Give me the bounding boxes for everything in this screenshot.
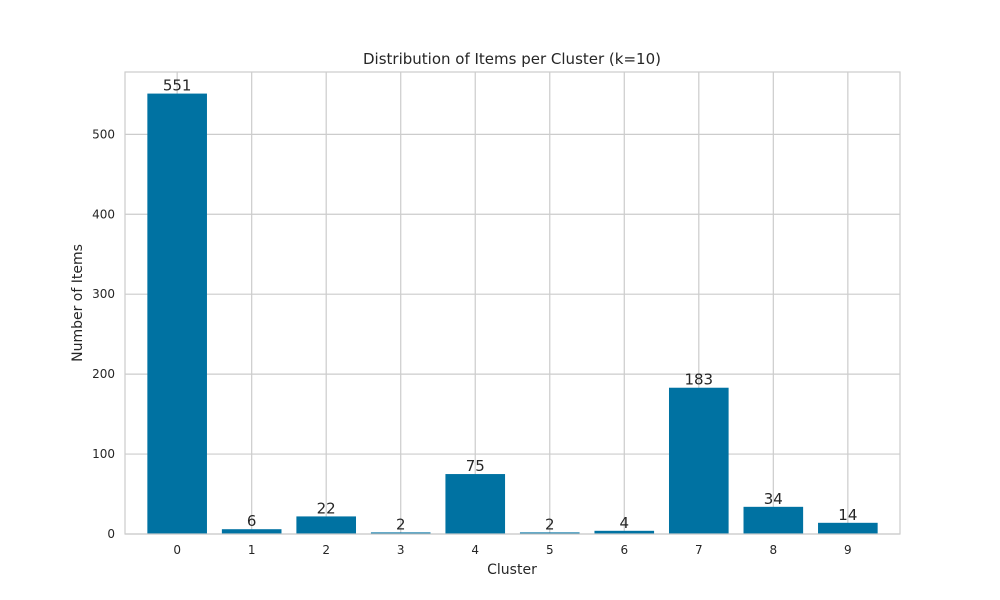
y-tick-label: 100	[92, 447, 115, 461]
y-axis-label: Number of Items	[70, 244, 86, 362]
data-label-cluster-3: 2	[396, 515, 406, 533]
bar-cluster-7	[668, 387, 729, 534]
data-label-cluster-2: 22	[317, 499, 336, 517]
bar-cluster-3	[370, 532, 431, 534]
data-label-cluster-8: 34	[764, 490, 783, 508]
bar-cluster-9	[818, 522, 878, 534]
x-tick-label: 6	[620, 543, 628, 557]
bar-cluster-5	[519, 532, 580, 534]
data-label-cluster-7: 183	[684, 371, 713, 389]
x-tick-label: 8	[769, 543, 777, 557]
bar-cluster-6	[594, 530, 655, 534]
bar-cluster-1	[221, 529, 282, 534]
x-tick-label: 5	[546, 543, 554, 557]
x-tick-label: 0	[173, 543, 181, 557]
x-tick-label: 2	[322, 543, 330, 557]
grid-lines	[125, 72, 900, 535]
bar-cluster-8	[743, 506, 804, 534]
data-label-cluster-9: 14	[838, 506, 857, 524]
bar-cluster-4	[445, 474, 506, 534]
y-tick-label: 500	[92, 127, 115, 141]
bar-cluster-2	[296, 516, 357, 534]
x-tick-label: 3	[397, 543, 405, 557]
x-tick-label: 4	[471, 543, 479, 557]
bar-cluster-0	[147, 93, 207, 535]
x-tick-label: 1	[248, 543, 256, 557]
bars	[147, 93, 878, 535]
x-tick-label: 7	[695, 543, 703, 557]
data-label-cluster-6: 4	[620, 514, 630, 532]
data-label-cluster-4: 75	[466, 457, 485, 475]
y-tick-label: 300	[92, 287, 115, 301]
y-tick-label: 0	[107, 527, 115, 541]
x-tick-label: 9	[844, 543, 852, 557]
x-axis-label: Cluster	[487, 562, 537, 578]
y-tick-label: 400	[92, 207, 115, 221]
data-label-cluster-0: 551	[163, 77, 192, 95]
data-label-cluster-5: 2	[545, 515, 555, 533]
plot-frame	[124, 71, 901, 535]
chart-title: Distribution of Items per Cluster (k=10)	[363, 50, 661, 68]
data-label-cluster-1: 6	[247, 512, 257, 530]
y-tick-label: 200	[92, 367, 115, 381]
